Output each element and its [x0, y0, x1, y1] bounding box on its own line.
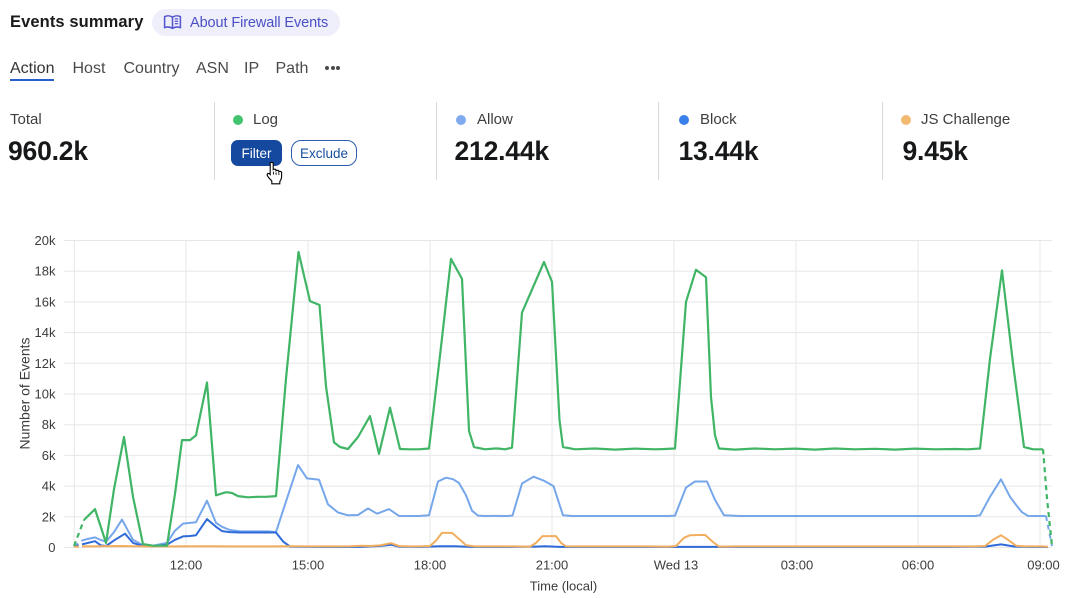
svg-text:21:00: 21:00	[536, 558, 569, 573]
svg-text:18:00: 18:00	[414, 558, 447, 573]
svg-text:16k: 16k	[35, 294, 56, 309]
svg-text:Number of Events: Number of Events	[17, 337, 33, 449]
svg-text:09:00: 09:00	[1027, 558, 1060, 573]
svg-text:12k: 12k	[35, 356, 56, 371]
svg-text:18k: 18k	[35, 264, 56, 279]
svg-text:03:00: 03:00	[781, 558, 814, 573]
svg-text:2k: 2k	[42, 509, 56, 524]
svg-text:14k: 14k	[35, 325, 56, 340]
svg-text:12:00: 12:00	[170, 558, 203, 573]
svg-text:15:00: 15:00	[292, 558, 325, 573]
svg-text:20k: 20k	[35, 233, 56, 248]
svg-text:6k: 6k	[42, 448, 56, 463]
svg-text:Time (local): Time (local)	[530, 579, 597, 594]
svg-text:06:00: 06:00	[902, 558, 935, 573]
svg-text:8k: 8k	[42, 417, 56, 432]
svg-text:Wed 13: Wed 13	[654, 558, 699, 573]
svg-text:0: 0	[48, 540, 55, 555]
svg-text:10k: 10k	[35, 387, 56, 402]
svg-text:4k: 4k	[42, 479, 56, 494]
